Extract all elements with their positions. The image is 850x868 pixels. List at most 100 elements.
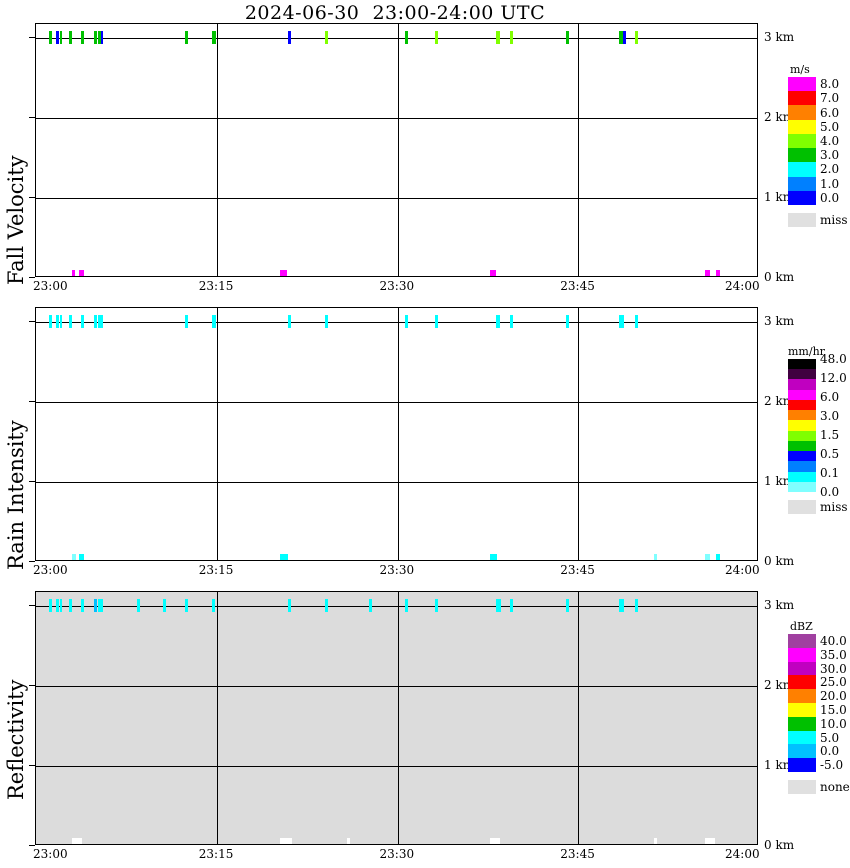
- colorbar-tick-label: 0.1: [820, 466, 840, 480]
- colorbar-swatch: [788, 77, 816, 92]
- data-mark: [325, 31, 329, 44]
- gridline-horizontal: [36, 198, 757, 199]
- colorbar-rain-intensity: mm/hr 48.0 12.0 6.0 3.0 1.5 0.5 0.1 0.0 miss: [788, 345, 848, 515]
- colorbar-tick-label: 7.0: [820, 91, 840, 106]
- gridline-vertical: [398, 308, 399, 560]
- colorbar-tick-label: 25.0: [820, 675, 847, 690]
- data-mark: [101, 315, 104, 328]
- colorbar-tick-label: 40.0: [820, 633, 847, 648]
- data-mark: [490, 838, 501, 844]
- axis-tick: [29, 481, 35, 482]
- colorbar-tick-label: -5.0: [820, 758, 844, 773]
- colorbar-swatch: [788, 481, 816, 493]
- xtick-label: 23:15: [198, 847, 234, 861]
- colorbar-swatch: [788, 647, 816, 663]
- data-mark: [634, 315, 638, 328]
- colorbar-tick-label: 30.0: [820, 661, 847, 676]
- panel-1-plot-area[interactable]: [36, 24, 757, 276]
- colorbar-swatch: [788, 359, 816, 370]
- gridline-horizontal: [36, 686, 757, 687]
- data-mark: [101, 31, 104, 44]
- data-mark: [619, 315, 625, 328]
- data-mark: [55, 315, 59, 328]
- colorbar-swatch: [788, 440, 816, 452]
- data-mark: [59, 599, 62, 612]
- data-mark: [715, 270, 720, 276]
- ytick-label: 3 km: [764, 30, 795, 44]
- colorbar-swatch: [788, 176, 816, 192]
- data-mark: [79, 270, 85, 276]
- colorbar-swatch: [788, 369, 816, 380]
- panel-1-ylabel: Fall Velocity: [4, 155, 28, 285]
- gridline-vertical: [398, 592, 399, 844]
- data-mark: [368, 599, 372, 612]
- colorbar-missing-swatch: [788, 780, 816, 794]
- panel-fall-velocity[interactable]: [35, 23, 758, 277]
- colorbar-swatch: [788, 148, 816, 163]
- data-mark: [509, 31, 513, 44]
- ytick-label: 0 km: [764, 554, 795, 568]
- colorbar-swatch: [788, 389, 816, 401]
- data-mark: [325, 315, 329, 328]
- colorbar-swatch: [788, 399, 816, 411]
- gridline-vertical: [398, 24, 399, 276]
- data-mark: [49, 599, 52, 612]
- data-mark: [287, 31, 291, 44]
- colorbar-swatch: [788, 675, 816, 690]
- colorbar-swatch: [788, 430, 816, 442]
- data-mark: [211, 31, 216, 44]
- axis-tick: [29, 37, 35, 38]
- colorbar-tick-label: 0.0: [820, 744, 840, 759]
- axis-tick: [29, 765, 35, 766]
- data-mark: [137, 599, 141, 612]
- data-mark: [704, 838, 715, 844]
- data-mark: [49, 31, 52, 44]
- data-mark: [80, 599, 84, 612]
- data-mark: [435, 31, 439, 44]
- data-mark: [715, 554, 720, 560]
- page-title: 2024-06-30 23:00-24:00 UTC: [244, 2, 546, 24]
- ytick-label: 2 km: [764, 677, 795, 692]
- data-mark: [619, 31, 624, 44]
- data-mark: [280, 554, 289, 560]
- ytick-label: 0 km: [764, 270, 795, 284]
- colorbar-tick-label: 0.0: [820, 190, 840, 205]
- data-mark: [184, 31, 188, 44]
- data-mark: [634, 31, 638, 44]
- data-mark: [211, 315, 216, 328]
- colorbar-tick-label: 35.0: [820, 647, 847, 662]
- data-mark: [59, 31, 62, 44]
- panel-reflectivity[interactable]: [35, 591, 758, 845]
- colorbar-swatch: [788, 634, 816, 649]
- colorbar-swatch: [788, 703, 816, 718]
- data-mark: [404, 31, 408, 44]
- colorbar-swatch: [788, 91, 816, 106]
- colorbar-tick-label: 3.0: [820, 148, 840, 163]
- colorbar-swatch: [788, 133, 816, 149]
- panel-3-plot-area[interactable]: [36, 592, 757, 844]
- colorbar-tick-label: 5.0: [820, 119, 840, 134]
- data-mark: [280, 838, 293, 844]
- colorbar-tick-label: 15.0: [820, 702, 847, 717]
- colorbar-tick-label: 3.0: [820, 409, 840, 423]
- panel-2-ylabel: Rain Intensity: [4, 420, 28, 570]
- gridline-vertical: [578, 592, 579, 844]
- data-mark: [490, 270, 497, 276]
- gridline-horizontal: [36, 38, 757, 39]
- axis-tick: [29, 400, 35, 402]
- data-mark: [98, 31, 102, 44]
- panel-2-plot-area[interactable]: [36, 308, 757, 560]
- colorbar-tick-label: 12.0: [820, 371, 847, 385]
- gridline-vertical: [217, 24, 218, 276]
- data-mark: [495, 31, 500, 44]
- gridline-horizontal: [36, 606, 757, 607]
- colorbar-tick-label: 5.0: [820, 730, 840, 745]
- ytick-label: 0 km: [764, 838, 795, 852]
- data-mark: [93, 315, 97, 328]
- colorbar-tick-label: 0.0: [820, 485, 840, 499]
- data-mark: [565, 315, 569, 328]
- colorbar-tick-label: 4.0: [820, 134, 840, 148]
- panel-rain-intensity[interactable]: [35, 307, 758, 561]
- colorbar-tick-label: 48.0: [820, 352, 847, 366]
- data-mark: [72, 270, 76, 276]
